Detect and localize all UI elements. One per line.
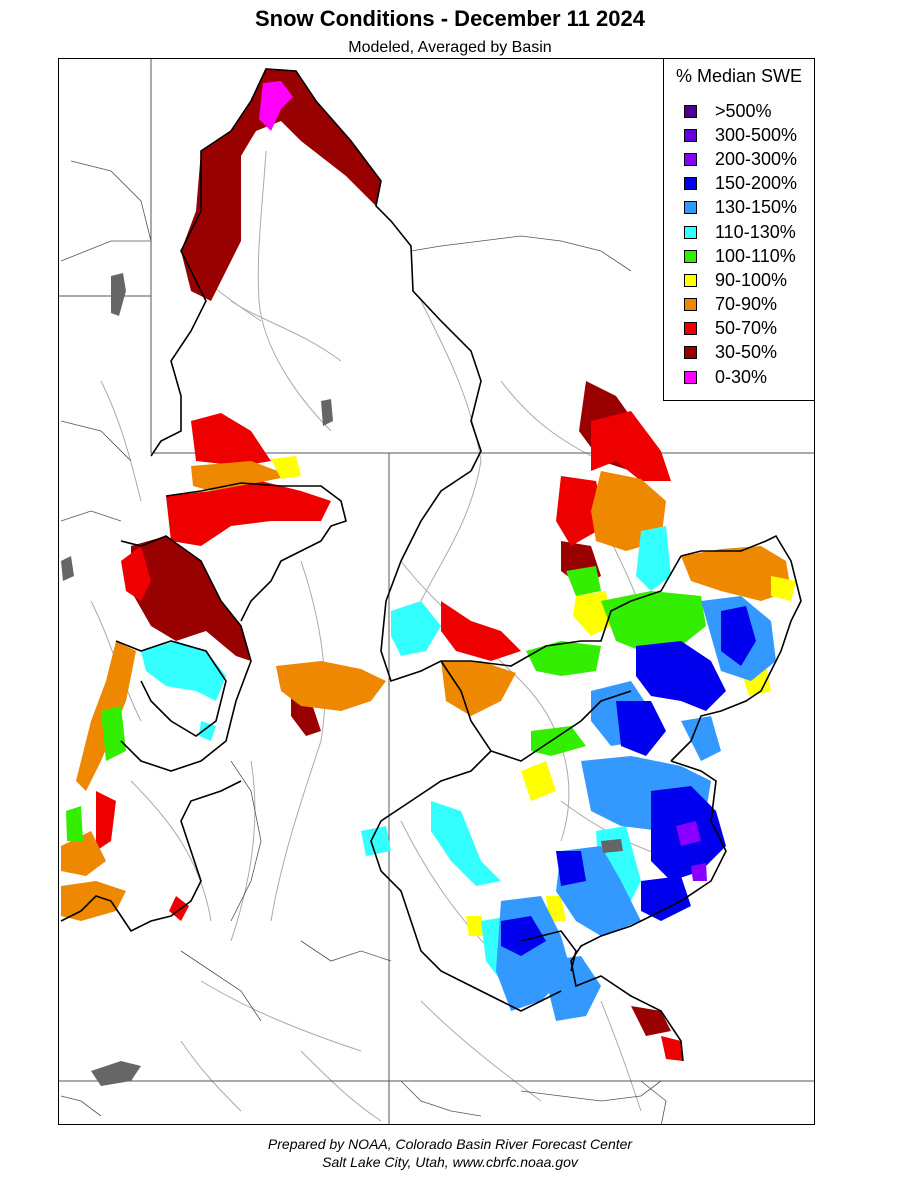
legend-label: 110-130% xyxy=(715,221,796,242)
rivers xyxy=(90,150,682,1122)
legend-item: 30-50% xyxy=(684,341,797,365)
legend-swatch xyxy=(684,370,697,384)
legend-title: % Median SWE xyxy=(675,66,803,86)
legend-item: 150-200% xyxy=(684,172,797,196)
legend-item: 90-100% xyxy=(684,268,797,292)
legend-label: 30-50% xyxy=(715,342,778,363)
lakes xyxy=(61,273,623,1086)
legend-swatch xyxy=(684,273,697,287)
credit-line-2: Salt Lake City, Utah, www.cbrfc.noaa.gov xyxy=(322,1154,578,1170)
legend-item: 50-70% xyxy=(684,317,797,341)
legend-swatch xyxy=(684,201,697,215)
legend-item: 0-30% xyxy=(684,365,797,389)
legend-swatch xyxy=(684,152,697,166)
legend-item: 200-300% xyxy=(684,147,797,171)
legend-label: 130-150% xyxy=(715,197,798,218)
legend-label: 150-200% xyxy=(715,173,798,194)
legend-label: 90-100% xyxy=(715,269,788,290)
legend-item: >500% xyxy=(684,99,797,123)
legend: % Median SWE >500% 300-500% 200-300% 150… xyxy=(663,58,815,401)
credit-line-1: Prepared by NOAA, Colorado Basin River F… xyxy=(267,1136,633,1152)
legend-label: 300-500% xyxy=(715,124,798,145)
legend-swatch xyxy=(684,104,697,118)
legend-swatch xyxy=(684,177,697,191)
legend-label: >500% xyxy=(715,100,772,121)
legend-label: 70-90% xyxy=(715,294,778,315)
legend-swatch xyxy=(684,346,697,360)
basin-map xyxy=(59,59,814,1124)
legend-swatch xyxy=(684,322,697,336)
swe-0-30-patches xyxy=(259,81,293,131)
legend-item: 130-150% xyxy=(684,196,797,220)
legend-label: 200-300% xyxy=(715,148,798,169)
legend-swatch xyxy=(684,225,697,239)
basin-boundaries xyxy=(60,160,667,1124)
legend-item: 300-500% xyxy=(684,123,797,147)
legend-item: 70-90% xyxy=(684,293,797,317)
swe-50-70-patches xyxy=(96,411,683,1061)
legend-swatch xyxy=(684,249,697,263)
legend-label: 0-30% xyxy=(715,366,768,387)
legend-label: 50-70% xyxy=(715,318,778,339)
map-title: Snow Conditions - December 11 2024 xyxy=(254,6,645,31)
legend-item: 100-110% xyxy=(684,244,797,268)
legend-item: 110-130% xyxy=(684,220,797,244)
map-subtitle: Modeled, Averaged by Basin xyxy=(348,39,552,56)
legend-swatch xyxy=(684,298,697,312)
legend-swatch xyxy=(684,128,697,142)
legend-items: >500% 300-500% 200-300% 150-200% 130-150… xyxy=(684,99,797,389)
legend-label: 100-110% xyxy=(715,245,796,266)
swe-200-300-patches xyxy=(676,821,707,881)
swe-100-110-patches xyxy=(66,566,706,841)
major-basin-boundaries xyxy=(60,68,802,1062)
